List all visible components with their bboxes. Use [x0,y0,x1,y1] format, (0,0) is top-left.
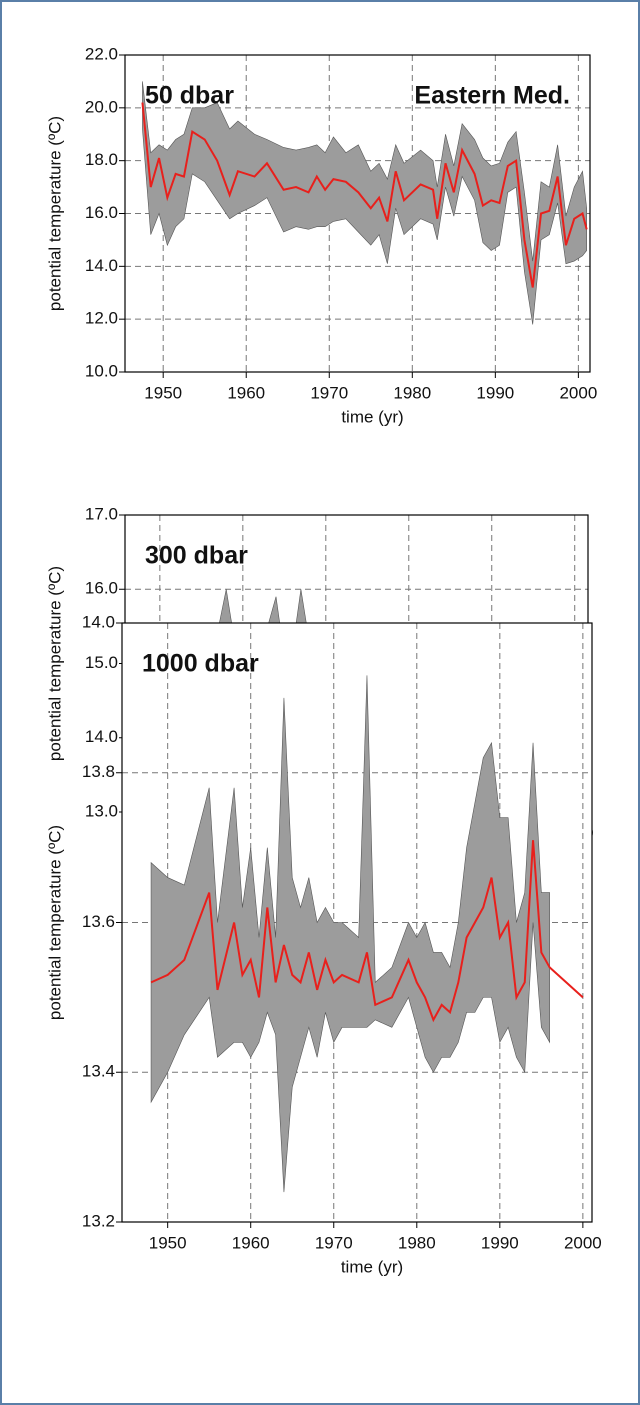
x-tick-label: 1960 [232,1233,270,1252]
y-axis-label: potential temperature (ºC) [45,116,64,311]
x-tick-label: 1980 [393,383,431,402]
y-tick-label: 17.0 [85,504,118,523]
x-tick-label: 1990 [476,383,514,402]
x-tick-label: 2000 [564,1233,602,1252]
x-tick-label: 1960 [227,383,265,402]
y-tick-label: 14.0 [85,256,118,275]
x-tick-label: 1950 [149,1233,187,1252]
x-tick-label: 1970 [315,1233,353,1252]
plot-border [124,54,591,373]
uncertainty-band [142,81,587,325]
y-tick-label: 13.8 [82,762,115,781]
annotation: Eastern Med. [414,82,570,110]
y-tick-label: 20.0 [85,97,118,116]
y-tick-label: 14.0 [82,612,115,631]
y-tick-label: 10.0 [85,361,118,380]
mean-line [150,840,584,1023]
y-tick-label: 13.6 [82,912,115,931]
y-tick-label: 16.0 [85,579,118,598]
y-tick-label: 13.0 [85,801,118,820]
x-axis-label: time (yr) [341,1257,403,1276]
x-tick-label: 1990 [481,1233,519,1252]
y-tick-label: 16.0 [85,203,118,222]
x-tick-label: 1950 [144,383,182,402]
y-tick-label: 22.0 [85,44,118,63]
x-tick-label: 1980 [398,1233,436,1252]
y-axis-label: potential temperature (ºC) [45,566,64,761]
y-tick-label: 12.0 [85,309,118,328]
panel-title: 1000 dbar [142,650,259,678]
mean-line [141,102,588,288]
panel-title: 300 dbar [145,542,248,570]
y-tick-label: 15.0 [85,653,118,672]
x-axis-label: time (yr) [341,407,403,426]
uncertainty-band [150,675,550,1193]
y-tick-label: 13.2 [82,1211,115,1230]
y-tick-label: 14.0 [85,727,118,746]
y-tick-label: 18.0 [85,150,118,169]
y-axis-label: potential temperature (ºC) [45,825,64,1020]
x-tick-label: 2000 [559,383,597,402]
x-tick-label: 1970 [310,383,348,402]
panel-title: 50 dbar [145,82,234,110]
plot-border [121,622,593,1223]
y-tick-label: 13.4 [82,1062,115,1081]
